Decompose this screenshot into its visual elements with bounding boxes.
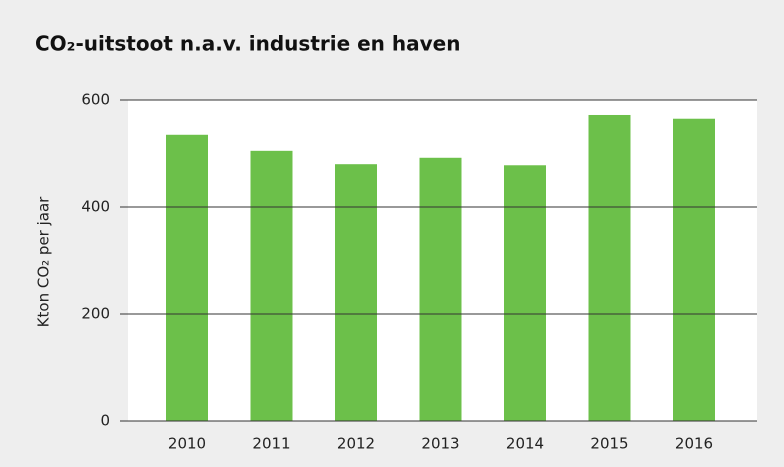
y-tick-label: 0 xyxy=(100,412,110,430)
bar xyxy=(588,114,631,421)
x-tick-label: 2015 xyxy=(590,435,628,453)
x-tick-label: 2010 xyxy=(168,435,206,453)
x-tick-label: 2014 xyxy=(506,435,544,453)
x-tick-label: 2012 xyxy=(337,435,375,453)
y-tick-label: 400 xyxy=(81,198,110,216)
bar xyxy=(250,150,293,421)
y-tick-label: 600 xyxy=(81,91,110,109)
y-tick-label: 200 xyxy=(81,305,110,323)
bar xyxy=(673,118,715,421)
y-axis-label: Kton CO₂ per jaar xyxy=(35,196,53,327)
bar xyxy=(504,165,546,421)
bar xyxy=(166,134,208,421)
x-tick-label: 2016 xyxy=(675,435,713,453)
bar xyxy=(419,157,462,421)
x-tick-label: 2011 xyxy=(252,435,290,453)
chart-title: CO₂-uitstoot n.a.v. industrie en haven xyxy=(35,32,460,56)
x-tick-label: 2013 xyxy=(421,435,459,453)
bar xyxy=(335,164,377,421)
